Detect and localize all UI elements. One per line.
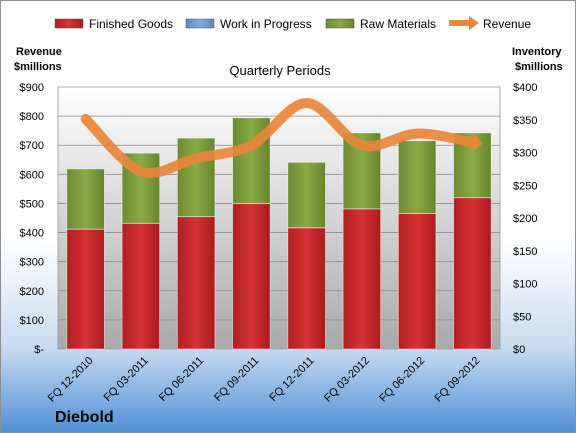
chart-subtitle: Quarterly Periods — [229, 63, 331, 78]
left-axis-ticks: $- $100 $200 $300 $400 $500 $600 $700 $800 $900 — [20, 82, 45, 356]
legend-label: Finished Goods — [89, 17, 173, 31]
left-tick-label: $400 — [20, 228, 44, 240]
bar-finished-goods — [287, 227, 326, 350]
legend-swatch-finished-goods — [54, 18, 84, 29]
left-axis-title-line1: Revenue — [16, 46, 62, 58]
right-tick-label: $250 — [513, 180, 537, 192]
right-axis-title-line1: Inventory — [512, 46, 562, 58]
left-tick-label: $700 — [20, 140, 44, 152]
bar-raw-materials — [397, 140, 437, 214]
left-tick-label: $800 — [20, 111, 44, 123]
right-axis-title-line2: $millions — [515, 61, 563, 73]
right-tick-label: $300 — [513, 148, 537, 160]
left-tick-label: $900 — [20, 82, 44, 94]
legend-label: Work in Progress — [220, 17, 312, 31]
bar-finished-goods — [453, 197, 492, 350]
bar-raw-materials — [287, 161, 326, 229]
right-tick-label: $400 — [513, 82, 537, 94]
legend-swatch-work-in-progress — [185, 18, 215, 29]
bar-raw-materials — [176, 137, 216, 218]
legend-swatch-revenue-arrow — [469, 16, 479, 30]
revenue-line-group — [80, 98, 483, 178]
bars-group — [66, 117, 492, 350]
bar-finished-goods — [176, 216, 216, 350]
bar-finished-goods — [66, 228, 105, 350]
right-tick-label: $150 — [513, 246, 537, 258]
right-tick-label: $100 — [513, 279, 537, 291]
bar-raw-materials — [66, 168, 105, 230]
legend: Finished Goods Work in Progress Raw Materi… — [54, 16, 531, 31]
left-tick-label: $300 — [20, 257, 44, 269]
left-tick-label: $600 — [20, 169, 44, 181]
right-axis-ticks: $0 $50 $100 $150 $200 $250 $300 $350 $400 — [513, 82, 537, 356]
left-tick-label: $100 — [20, 315, 44, 327]
right-tick-label: $200 — [513, 213, 537, 225]
legend-label: Revenue — [483, 17, 531, 31]
bar-finished-goods — [121, 222, 161, 350]
left-tick-label: $200 — [20, 286, 44, 298]
bar-finished-goods — [232, 203, 271, 350]
right-tick-label: $350 — [513, 115, 537, 127]
legend-swatch-raw-materials — [325, 18, 355, 29]
bar-finished-goods — [342, 208, 382, 350]
legend-label: Raw Materials — [360, 17, 436, 31]
left-tick-label: $- — [34, 344, 44, 356]
revenue-arrow-head — [470, 132, 483, 153]
left-tick-label: $500 — [20, 198, 44, 210]
bar-finished-goods — [397, 213, 437, 350]
left-axis-title-line2: $millions — [14, 61, 62, 73]
revenue-line — [80, 98, 478, 178]
right-tick-label: $50 — [513, 311, 531, 323]
right-tick-label: $0 — [513, 344, 525, 356]
company-name: Diebold — [55, 409, 114, 426]
